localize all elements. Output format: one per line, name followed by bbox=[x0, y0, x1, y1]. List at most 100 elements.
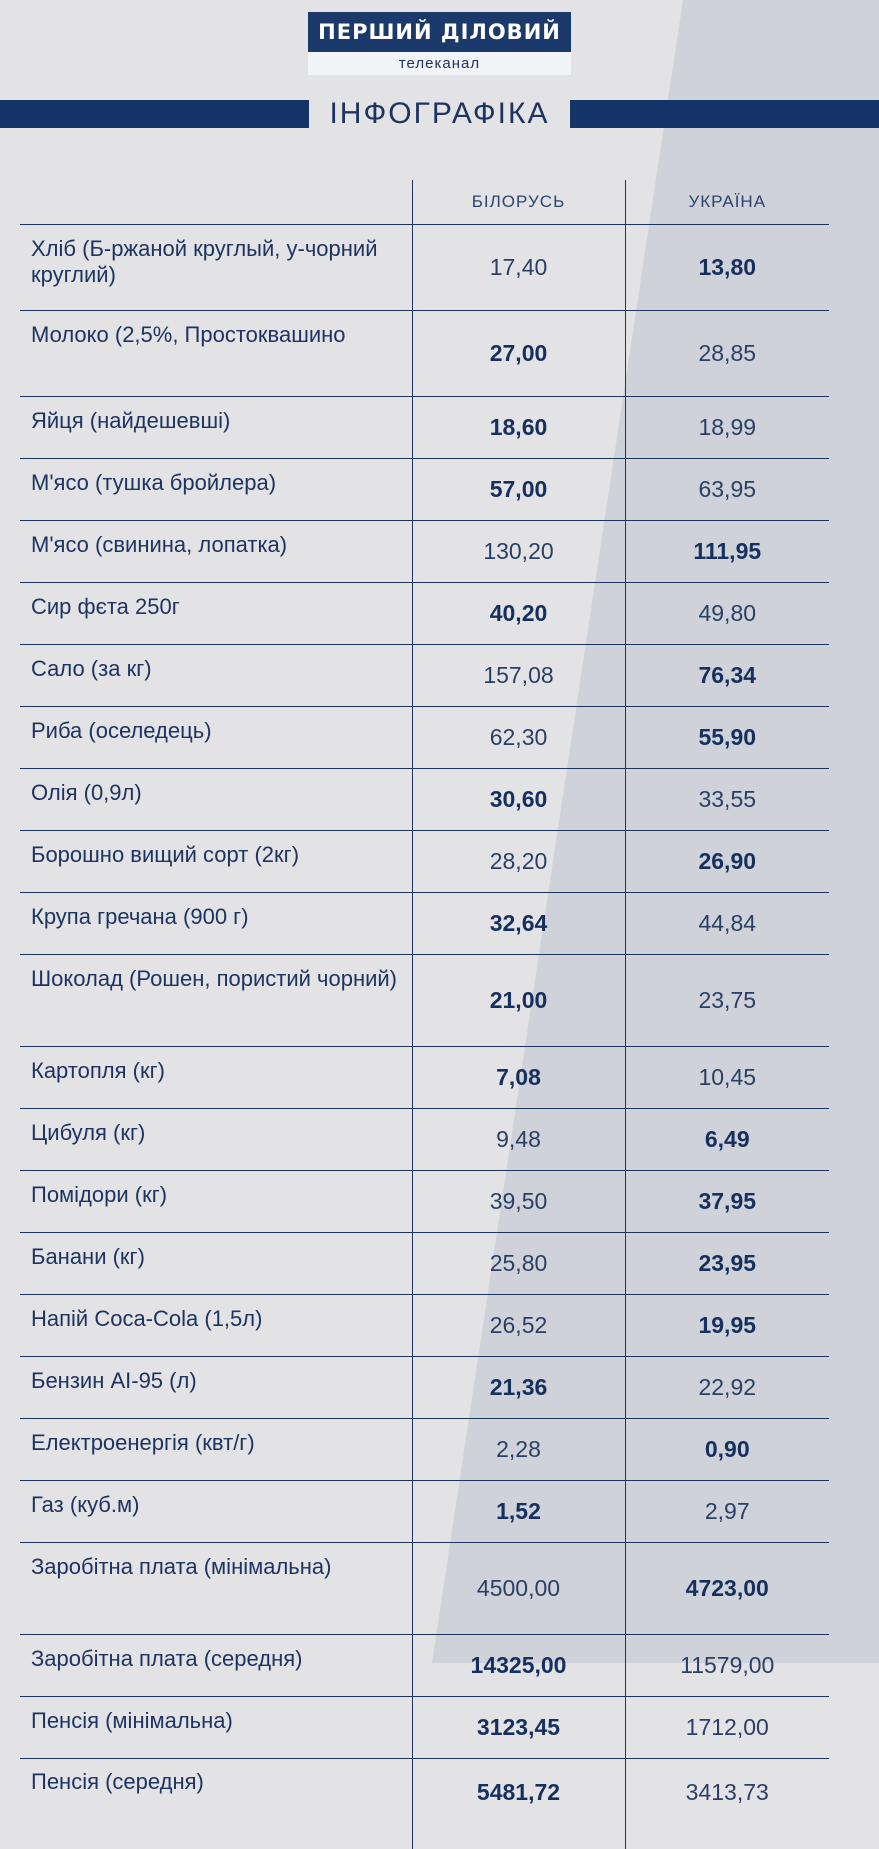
row-item-name: Борошно вищий сорт (2кг) bbox=[20, 831, 412, 893]
row-item-name: М'ясо (свинина, лопатка) bbox=[20, 521, 412, 583]
row-item-name: Помідори (кг) bbox=[20, 1171, 412, 1233]
price-belarus: 32,64 bbox=[412, 893, 625, 955]
price-belarus: 3123,45 bbox=[412, 1697, 625, 1759]
price-belarus: 26,52 bbox=[412, 1295, 625, 1357]
row-item-name: Риба (оселедець) bbox=[20, 707, 412, 769]
price-ukraine: 19,95 bbox=[625, 1295, 829, 1357]
price-ukraine: 1712,00 bbox=[625, 1697, 829, 1759]
row-item-name: Банани (кг) bbox=[20, 1233, 412, 1295]
channel-logo: ПЕРШИЙ ДІЛОВИЙ телеканал bbox=[308, 12, 571, 75]
price-ukraine: 6,49 bbox=[625, 1109, 829, 1171]
table-body: Хліб (Б-ржаной круглый, у-чорний круглий… bbox=[20, 225, 829, 1849]
row-item-name: Сир фєта 250г bbox=[20, 583, 412, 645]
price-ukraine: 23,75 bbox=[625, 955, 829, 1047]
price-ukraine: 49,80 bbox=[625, 583, 829, 645]
table-row: Хліб (Б-ржаной круглый, у-чорний круглий… bbox=[20, 225, 829, 311]
price-ukraine: 4723,00 bbox=[625, 1543, 829, 1635]
price-belarus: 30,60 bbox=[412, 769, 625, 831]
price-belarus: 14325,00 bbox=[412, 1635, 625, 1697]
price-belarus: 7,08 bbox=[412, 1047, 625, 1109]
price-belarus: 4500,00 bbox=[412, 1543, 625, 1635]
price-belarus: 21,36 bbox=[412, 1357, 625, 1419]
price-ukraine: 44,84 bbox=[625, 893, 829, 955]
price-belarus: 62,30 bbox=[412, 707, 625, 769]
title-bar-left bbox=[0, 100, 309, 128]
row-item-name: М'ясо (тушка бройлера) bbox=[20, 459, 412, 521]
price-ukraine: 63,95 bbox=[625, 459, 829, 521]
row-item-name: Яйця (найдешевші) bbox=[20, 397, 412, 459]
price-ukraine: 37,95 bbox=[625, 1171, 829, 1233]
price-ukraine: 33,55 bbox=[625, 769, 829, 831]
price-ukraine: 10,45 bbox=[625, 1047, 829, 1109]
price-belarus: 17,40 bbox=[412, 225, 625, 311]
price-belarus: 130,20 bbox=[412, 521, 625, 583]
price-belarus: 40,20 bbox=[412, 583, 625, 645]
price-ukraine: 22,92 bbox=[625, 1357, 829, 1419]
price-ukraine: 18,99 bbox=[625, 397, 829, 459]
price-comparison-table: БІЛОРУСЬ УКРАЇНА Хліб (Б-ржаной круглый,… bbox=[20, 180, 829, 1849]
price-ukraine: 11579,00 bbox=[625, 1635, 829, 1697]
header-item bbox=[20, 180, 412, 225]
row-item-name: Картопля (кг) bbox=[20, 1047, 412, 1109]
header-ukraine: УКРАЇНА bbox=[625, 180, 829, 225]
price-ukraine: 2,97 bbox=[625, 1481, 829, 1543]
price-belarus: 25,80 bbox=[412, 1233, 625, 1295]
price-belarus: 28,20 bbox=[412, 831, 625, 893]
price-ukraine: 0,90 bbox=[625, 1419, 829, 1481]
price-ukraine: 26,90 bbox=[625, 831, 829, 893]
price-ukraine: 111,95 bbox=[625, 521, 829, 583]
logo-title: ПЕРШИЙ ДІЛОВИЙ bbox=[308, 12, 571, 52]
section-title: ІНФОГРАФІКА bbox=[309, 94, 570, 134]
row-item-name: Газ (куб.м) bbox=[20, 1481, 412, 1543]
price-belarus: 39,50 bbox=[412, 1171, 625, 1233]
price-ukraine: 3413,73 bbox=[625, 1759, 829, 1849]
row-item-name: Заробітна плата (середня) bbox=[20, 1635, 412, 1697]
row-item-name: Пенсія (середня) bbox=[20, 1759, 412, 1849]
row-item-name: Шоколад (Рошен, пористий чорний) bbox=[20, 955, 412, 1047]
row-item-name: Електроенергія (квт/г) bbox=[20, 1419, 412, 1481]
price-belarus: 27,00 bbox=[412, 311, 625, 397]
price-belarus: 9,48 bbox=[412, 1109, 625, 1171]
table-header-row: БІЛОРУСЬ УКРАЇНА bbox=[20, 180, 829, 225]
price-ukraine: 55,90 bbox=[625, 707, 829, 769]
row-item-name: Бензин АІ-95 (л) bbox=[20, 1357, 412, 1419]
price-ukraine: 13,80 bbox=[625, 225, 829, 311]
price-belarus: 2,28 bbox=[412, 1419, 625, 1481]
price-ukraine: 76,34 bbox=[625, 645, 829, 707]
price-ukraine: 28,85 bbox=[625, 311, 829, 397]
logo-subtitle: телеканал bbox=[308, 52, 571, 75]
price-ukraine: 23,95 bbox=[625, 1233, 829, 1295]
row-item-name: Цибуля (кг) bbox=[20, 1109, 412, 1171]
price-belarus: 57,00 bbox=[412, 459, 625, 521]
row-item-name: Крупа гречана (900 г) bbox=[20, 893, 412, 955]
row-item-name: Олія (0,9л) bbox=[20, 769, 412, 831]
price-belarus: 21,00 bbox=[412, 955, 625, 1047]
row-item-name: Заробітна плата (мінімальна) bbox=[20, 1543, 412, 1635]
row-item-name: Хліб (Б-ржаной круглый, у-чорний круглий… bbox=[20, 225, 412, 311]
row-item-name: Напій Coca-Cola (1,5л) bbox=[20, 1295, 412, 1357]
row-item-name: Сало (за кг) bbox=[20, 645, 412, 707]
row-item-name: Пенсія (мінімальна) bbox=[20, 1697, 412, 1759]
price-belarus: 1,52 bbox=[412, 1481, 625, 1543]
